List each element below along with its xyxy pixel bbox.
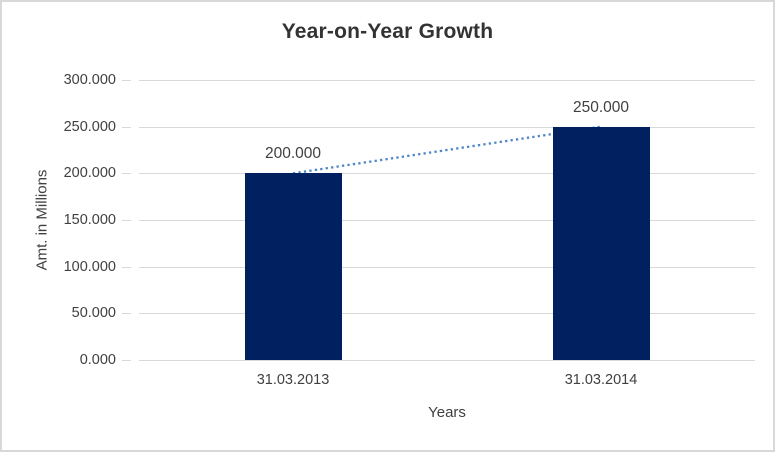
data-label: 250.000 <box>572 99 630 116</box>
gridline <box>139 220 755 221</box>
y-axis-tick <box>122 267 131 268</box>
trendline <box>292 125 602 175</box>
chart-title: Year-on-Year Growth <box>281 20 494 43</box>
bar-31.03.2013 <box>245 173 342 360</box>
y-axis-tick <box>122 173 131 174</box>
x-axis-title: Years <box>428 404 466 421</box>
y-axis-tick <box>122 360 131 361</box>
data-label: 200.000 <box>264 145 322 162</box>
y-tick-label: 150.000 <box>63 212 116 228</box>
x-tick-label: 31.03.2013 <box>256 372 330 388</box>
x-axis-line <box>139 360 755 361</box>
gridline <box>139 313 755 314</box>
gridline <box>139 173 755 174</box>
y-axis-tick <box>122 80 131 81</box>
gridline <box>139 127 755 128</box>
y-axis-tick <box>122 220 131 221</box>
y-tick-label: 250.000 <box>63 119 116 135</box>
y-tick-label: 300.000 <box>63 72 116 88</box>
x-tick-label: 31.03.2014 <box>564 372 638 388</box>
gridline <box>139 267 755 268</box>
y-tick-label: 0.000 <box>79 352 116 368</box>
y-tick-label: 50.000 <box>71 305 116 321</box>
bar-31.03.2014 <box>553 127 650 360</box>
y-tick-label: 100.000 <box>63 259 116 275</box>
y-axis-tick <box>122 313 131 314</box>
y-tick-label: 200.000 <box>63 165 116 181</box>
gridline <box>139 80 755 81</box>
plot-area <box>139 80 755 361</box>
y-axis-tick <box>122 127 131 128</box>
